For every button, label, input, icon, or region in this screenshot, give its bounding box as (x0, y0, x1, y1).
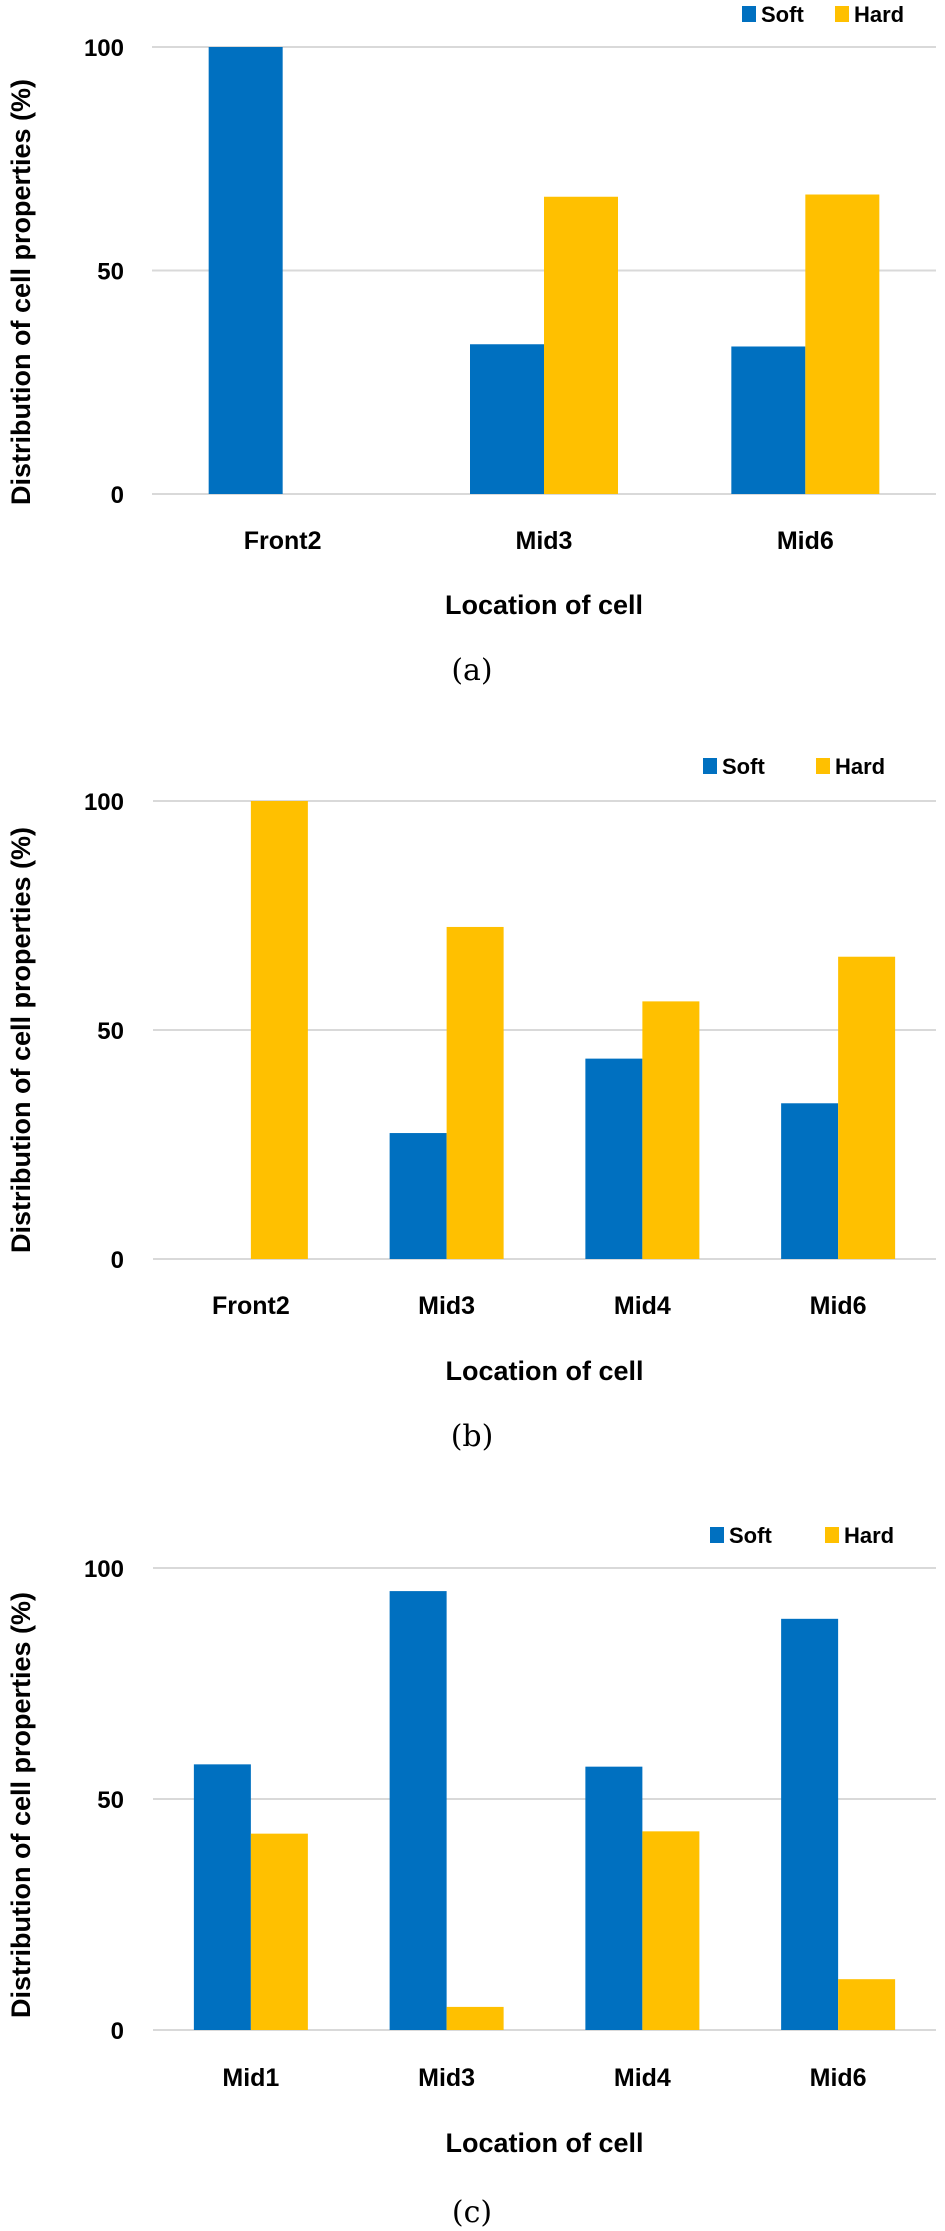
legend-swatch-hard (835, 6, 849, 22)
bar-soft-mid6 (781, 1618, 839, 2030)
legend-label-hard: Hard (835, 754, 885, 779)
bar-soft-mid1 (193, 1764, 251, 2030)
legend-label-soft: Soft (722, 754, 765, 779)
x-tick-label: Mid3 (516, 527, 573, 555)
chart-panel-b: 0 50 100 Front2 Mid3 Mid4 Mid6 Soft Hard Location… (6, 754, 936, 1454)
y-tick-label: 0 (111, 2018, 124, 2045)
x-tick-label: Mid3 (418, 2064, 475, 2092)
panel-caption: (c) (452, 2195, 492, 2230)
bar-hard-front2 (250, 801, 308, 1259)
bar-hard-mid6 (838, 956, 896, 1259)
bar-hard-mid3 (446, 2006, 504, 2030)
bar-hard-mid6 (838, 1979, 896, 2030)
x-tick-label: Mid3 (418, 1292, 475, 1320)
legend-swatch-hard (825, 1527, 839, 1543)
y-tick-label: 0 (111, 1247, 124, 1274)
bar-soft-front2 (208, 47, 283, 494)
y-tick-label: 100 (84, 789, 124, 816)
x-axis-title: Location of cell (445, 590, 643, 620)
x-tick-label: Mid1 (222, 2064, 279, 2092)
y-axis-title: Distribution of cell properties (%) (6, 827, 36, 1253)
bar-hard-mid3 (544, 196, 618, 494)
chart-panel-a: 0 50 100 Front2 Mid3 Mid6 Soft Hard Location of … (6, 2, 936, 688)
legend-label-soft: Soft (761, 2, 804, 27)
bar-soft-mid3 (389, 1133, 447, 1259)
bar-hard-mid1 (250, 1833, 308, 2030)
bar-hard-mid4 (642, 1001, 700, 1259)
panel-caption: (b) (451, 1419, 494, 1454)
bar-hard-mid3 (446, 926, 504, 1259)
bar-hard-mid4 (642, 1831, 700, 2030)
bar-soft-mid6 (731, 346, 806, 494)
y-tick-label: 50 (97, 1018, 124, 1045)
y-tick-label: 100 (84, 1556, 124, 1583)
bar-soft-mid6 (781, 1103, 839, 1259)
y-axis-title: Distribution of cell properties (%) (6, 79, 36, 505)
legend-label-soft: Soft (729, 1523, 772, 1548)
x-tick-label: Mid4 (614, 1292, 671, 1320)
x-axis-title: Location of cell (445, 1356, 643, 1386)
legend-swatch-hard (816, 758, 830, 774)
x-axis-title: Location of cell (445, 2128, 643, 2158)
y-tick-label: 100 (84, 35, 124, 62)
bar-soft-mid4 (585, 1058, 643, 1259)
x-tick-label: Front2 (244, 527, 322, 555)
bar-soft-mid3 (470, 344, 544, 494)
y-tick-label: 50 (97, 259, 124, 286)
legend-label-hard: Hard (844, 1523, 894, 1548)
x-tick-label: Front2 (212, 1292, 290, 1320)
y-axis-title: Distribution of cell properties (%) (6, 1592, 36, 2018)
x-tick-label: Mid4 (614, 2064, 671, 2092)
bar-soft-mid3 (389, 1591, 447, 2030)
legend-swatch-soft (703, 758, 717, 774)
x-tick-label: Mid6 (810, 2064, 867, 2092)
y-tick-label: 0 (111, 482, 124, 509)
x-tick-label: Mid6 (810, 1292, 867, 1320)
bar-hard-mid6 (805, 194, 880, 494)
bar-soft-mid4 (585, 1766, 643, 2030)
panel-caption: (a) (451, 653, 492, 688)
y-tick-label: 50 (97, 1787, 124, 1814)
chart-panel-c: 0 50 100 Mid1 Mid3 Mid4 Mid6 Soft Hard Location o… (6, 1523, 936, 2230)
legend-swatch-soft (742, 6, 756, 22)
x-tick-label: Mid6 (777, 527, 834, 555)
legend-label-hard: Hard (854, 2, 904, 27)
legend-swatch-soft (710, 1527, 724, 1543)
